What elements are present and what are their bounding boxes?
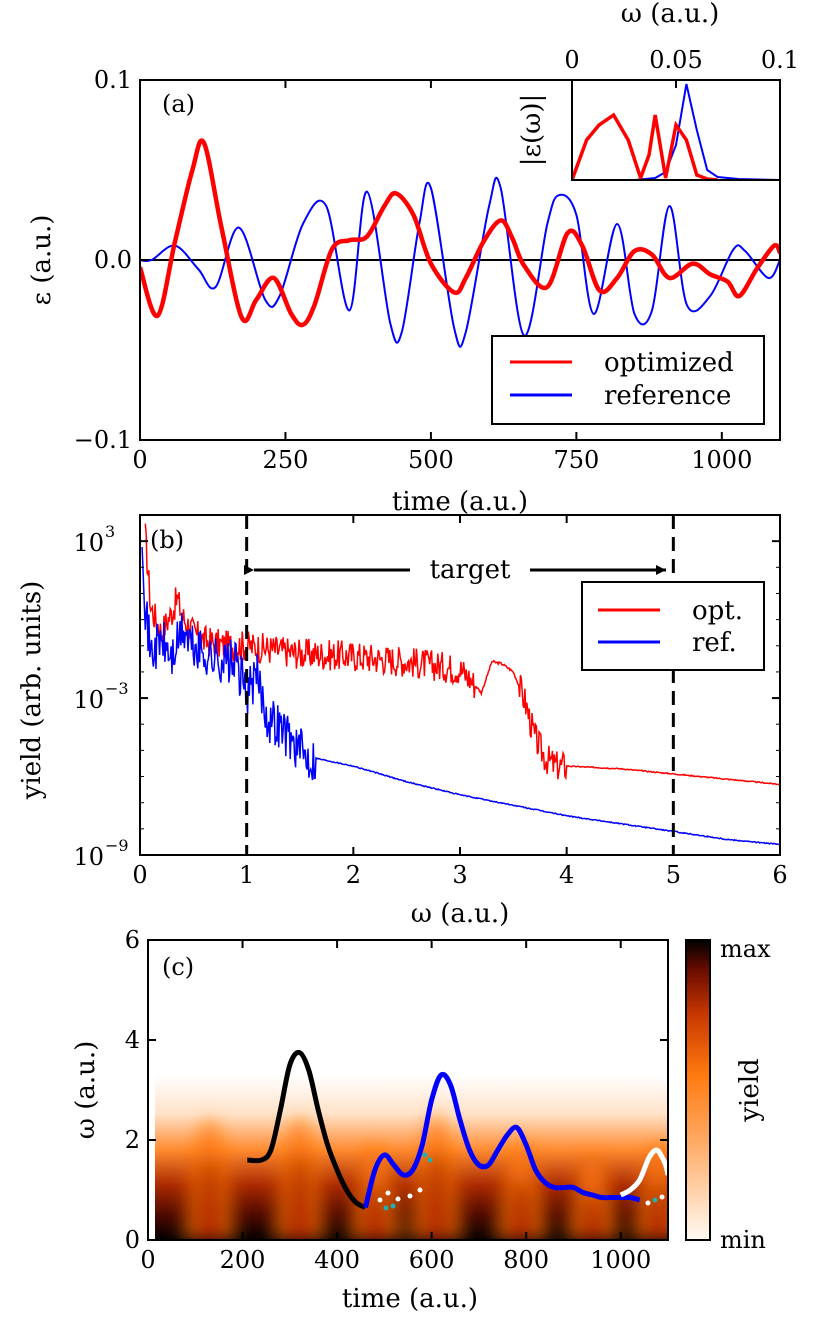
trajectory-dots (377, 1152, 665, 1211)
legend-box-a (491, 335, 765, 425)
x-axis-a-tick-label: 1000 (691, 446, 752, 474)
legend-label-ref: ref. (692, 628, 737, 658)
y-axis-a-tick-label: 0.1 (94, 66, 132, 94)
y-axis-c-tick-label: 0 (125, 1226, 140, 1254)
x-axis-b-tick-label: 3 (452, 861, 467, 889)
y-axis-a-tick-label: 0.0 (94, 246, 132, 274)
x-axis-c-tick-label: 800 (503, 1246, 549, 1274)
y-axis-b-tick-label: 10 (73, 529, 104, 557)
x-axis-label-c: time (a.u.) (342, 1284, 478, 1314)
y-axis-b-tick-exponent: −3 (105, 679, 129, 698)
colorbar-max-label: max (720, 935, 771, 963)
y-axis-c-tick-label: 6 (125, 926, 140, 954)
inset-x-tick-label: 0.05 (649, 46, 702, 74)
x-axis-b-tick-label: 2 (346, 861, 361, 889)
y-axis-c-tick-label: 4 (125, 1026, 140, 1054)
x-axis-a-tick-label: 0 (132, 446, 147, 474)
inset-x-axis: 0 0.05 0.1 (564, 46, 799, 88)
panel-c: 0 200 400 600 800 1000 0 2 4 6 time (a.u.) ω (a.… (71, 926, 771, 1314)
y-axis-b-tick-label: 10 (73, 686, 104, 714)
x-axis-c-tick-label: 0 (140, 1246, 155, 1274)
series-line-optimized (140, 138, 780, 328)
y-axis-b-tick-label: 10 (73, 843, 104, 871)
x-axis-c: 0 200 400 600 800 1000 (140, 940, 651, 1274)
y-axis-c: 0 2 4 6 (125, 926, 668, 1254)
heatmap-peaks (183, 1115, 668, 1240)
inset-spectrum: 0 0.05 0.1 ω (a.u.) |ε(ω)| (517, 0, 799, 181)
y-axis-label-a: ε (a.u.) (27, 215, 57, 306)
legend-a: optimized reference (491, 335, 765, 425)
legend-b: opt. ref. (581, 581, 765, 671)
x-axis-c-tick-label: 1000 (590, 1246, 651, 1274)
x-axis-c-tick-label: 200 (220, 1246, 266, 1274)
x-axis-c-tick-label: 400 (314, 1246, 360, 1274)
x-axis-b-tick-label: 4 (559, 861, 574, 889)
y-axis-label-b: yield (arb. units) (17, 581, 47, 801)
x-axis-b: 0 1 2 3 4 5 6 (132, 515, 788, 889)
series-line-opt (144, 523, 780, 786)
colorbar: max min yield (685, 935, 771, 1254)
x-axis-a-tick-label: 250 (263, 446, 309, 474)
trajectory-black (247, 1049, 367, 1210)
legend-box-b (581, 581, 765, 671)
series-line-reference (140, 176, 780, 348)
colorbar-gradient (685, 939, 711, 1241)
y-axis-c-tick-label: 2 (125, 1126, 140, 1154)
inset-y-axis-label: |ε(ω)| (517, 94, 547, 166)
inset-x-tick-label: 0 (564, 46, 579, 74)
x-axis-a-tick-label: 750 (553, 446, 599, 474)
inset-x-tick-label: 0.1 (761, 46, 799, 74)
legend-label-optimized: optimized (604, 348, 734, 378)
colorbar-min-label: min (720, 1226, 766, 1254)
target-annotation: target (430, 555, 511, 585)
y-axis-b-tick-exponent: 3 (105, 522, 115, 541)
panel-a: 0 250 500 750 1000 −0.1 0.0 0.1 time (a.u.) ε … (27, 0, 799, 517)
trajectory-white (619, 1147, 668, 1198)
x-axis-b-tick-label: 1 (239, 861, 254, 889)
y-axis-label-c: ω (a.u.) (71, 1041, 101, 1140)
inset-line-optimized (572, 112, 718, 180)
plot-frame-c (147, 939, 669, 1241)
panel-label-b: (b) (150, 526, 184, 554)
x-axis-a-tick-label: 500 (408, 446, 454, 474)
x-axis-b-tick-label: 0 (132, 861, 147, 889)
x-axis-b-tick-label: 6 (772, 861, 787, 889)
y-axis-a-tick-label: −0.1 (74, 426, 132, 454)
inset-line-reference (572, 83, 780, 180)
trajectory-blue (363, 1071, 641, 1209)
x-axis-label-b: ω (a.u.) (411, 899, 510, 929)
x-axis-c-tick-label: 600 (409, 1246, 455, 1274)
y-axis-b-tick-exponent: −9 (105, 836, 129, 855)
x-axis-label-a: time (a.u.) (392, 487, 528, 517)
inset-x-axis-label: ω (a.u.) (621, 0, 720, 29)
x-axis-a: 0 250 500 750 1000 (132, 80, 752, 474)
colorbar-label: yield (735, 1058, 765, 1122)
panel-label-c: (c) (162, 953, 194, 981)
x-axis-b-tick-label: 5 (666, 861, 681, 889)
panel-label-a: (a) (162, 90, 195, 118)
legend-label-reference: reference (604, 381, 731, 411)
legend-label-opt: opt. (692, 596, 743, 626)
